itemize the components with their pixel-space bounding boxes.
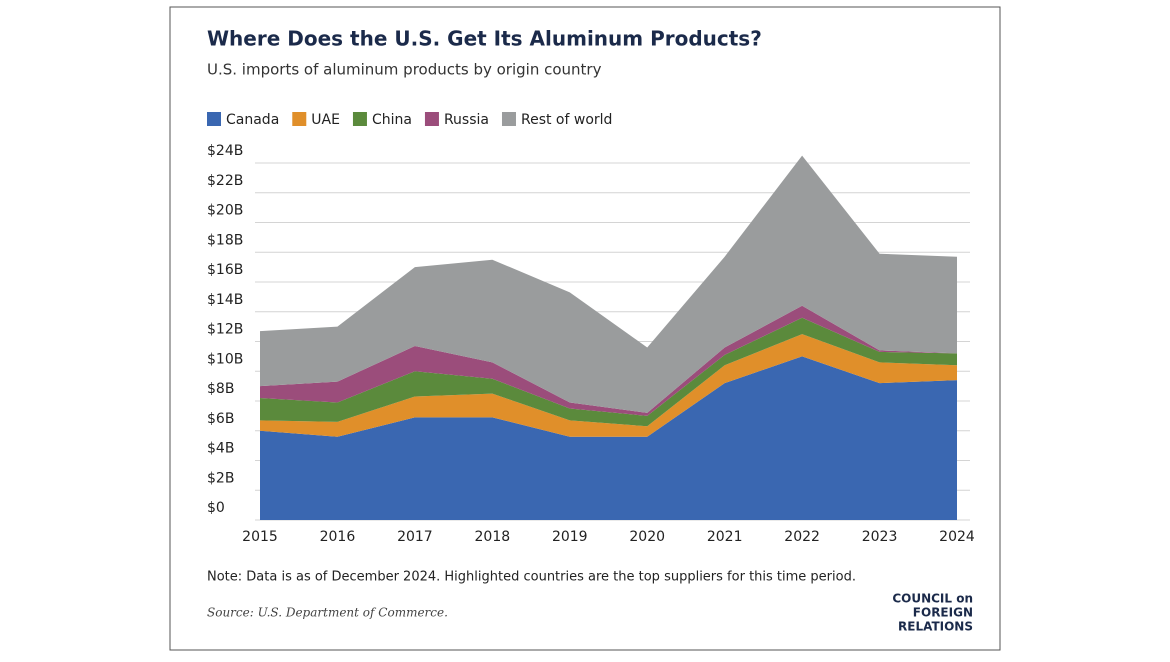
x-tick-label: 2018 — [475, 529, 511, 545]
legend-swatch — [207, 112, 221, 126]
y-tick-label: $22B — [207, 173, 243, 189]
y-tick-label: $12B — [207, 322, 243, 338]
x-tick-label: 2015 — [242, 529, 278, 545]
y-tick-label: $18B — [207, 232, 243, 248]
y-tick-label: $8B — [207, 381, 234, 397]
legend-swatch — [424, 112, 439, 126]
legend-label: UAE — [311, 112, 340, 128]
legend-label: Rest of world — [521, 112, 612, 128]
y-tick-label: $2B — [207, 470, 234, 486]
chart-title: Where Does the U.S. Get Its Aluminum Pro… — [207, 27, 762, 51]
x-tick-label: 2019 — [552, 529, 588, 545]
area — [260, 334, 957, 437]
y-tick-label: $10B — [207, 351, 243, 367]
area — [260, 356, 957, 520]
area — [260, 317, 957, 427]
legend-swatch — [352, 112, 367, 126]
source: Source: U.S. Department of Commerce. — [207, 606, 448, 620]
note: Note: Data is as of December 2024. Highl… — [207, 570, 856, 585]
areas — [260, 155, 957, 520]
x-tick-label: 2022 — [784, 529, 820, 545]
legend-swatch — [501, 112, 516, 126]
area — [260, 305, 957, 416]
logo-line: COUNCIL on — [892, 592, 973, 606]
area — [260, 155, 957, 413]
y-tick-label: $4B — [207, 441, 234, 457]
x-tick-label: 2016 — [320, 529, 356, 545]
x-tick-label: 2024 — [939, 529, 975, 545]
y-tick-label: $0 — [207, 500, 225, 516]
logo-line: RELATIONS — [898, 620, 973, 634]
chart-subtitle: U.S. imports of aluminum products by ori… — [207, 61, 602, 79]
x-tick-label: 2023 — [862, 529, 898, 545]
y-tick-label: $20B — [207, 203, 243, 219]
legend-label: China — [372, 112, 412, 128]
x-tick-label: 2021 — [707, 529, 743, 545]
legend-swatch — [292, 112, 307, 126]
y-tick-label: $24B — [207, 143, 243, 159]
axis: $0 $2B $4B $6B $8B $10B $12B $14B $16B $18B $20B $2… — [207, 143, 975, 545]
x-tick-label: 2020 — [629, 529, 665, 545]
y-tick-label: $6B — [207, 411, 234, 427]
x-tick-label: 2017 — [397, 529, 433, 545]
legend-label: Canada — [226, 112, 279, 128]
logo-line: FOREIGN — [913, 606, 973, 620]
legend: Canada UAE China Russia Rest of world — [207, 112, 612, 128]
legend-label: Russia — [444, 112, 489, 128]
y-tick-label: $16B — [207, 262, 243, 278]
y-tick-label: $14B — [207, 292, 243, 308]
